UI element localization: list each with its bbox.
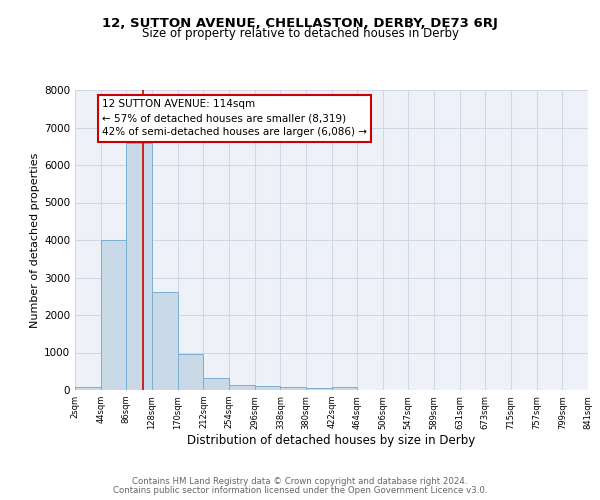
Bar xyxy=(306,388,332,390)
Text: 12, SUTTON AVENUE, CHELLASTON, DERBY, DE73 6RJ: 12, SUTTON AVENUE, CHELLASTON, DERBY, DE… xyxy=(102,18,498,30)
Bar xyxy=(203,378,229,390)
Text: Size of property relative to detached houses in Derby: Size of property relative to detached ho… xyxy=(142,28,458,40)
Bar xyxy=(332,387,358,390)
X-axis label: Distribution of detached houses by size in Derby: Distribution of detached houses by size … xyxy=(187,434,476,448)
Bar xyxy=(280,388,306,390)
Y-axis label: Number of detached properties: Number of detached properties xyxy=(30,152,40,328)
Text: Contains HM Land Registry data © Crown copyright and database right 2024.: Contains HM Land Registry data © Crown c… xyxy=(132,477,468,486)
Text: Contains public sector information licensed under the Open Government Licence v3: Contains public sector information licen… xyxy=(113,486,487,495)
Bar xyxy=(75,387,101,390)
Bar xyxy=(255,386,280,390)
Bar xyxy=(229,385,255,390)
Bar xyxy=(101,240,127,390)
Bar xyxy=(152,292,178,390)
Bar xyxy=(178,354,203,390)
Bar xyxy=(127,142,152,390)
Text: 12 SUTTON AVENUE: 114sqm
← 57% of detached houses are smaller (8,319)
42% of sem: 12 SUTTON AVENUE: 114sqm ← 57% of detach… xyxy=(102,100,367,138)
